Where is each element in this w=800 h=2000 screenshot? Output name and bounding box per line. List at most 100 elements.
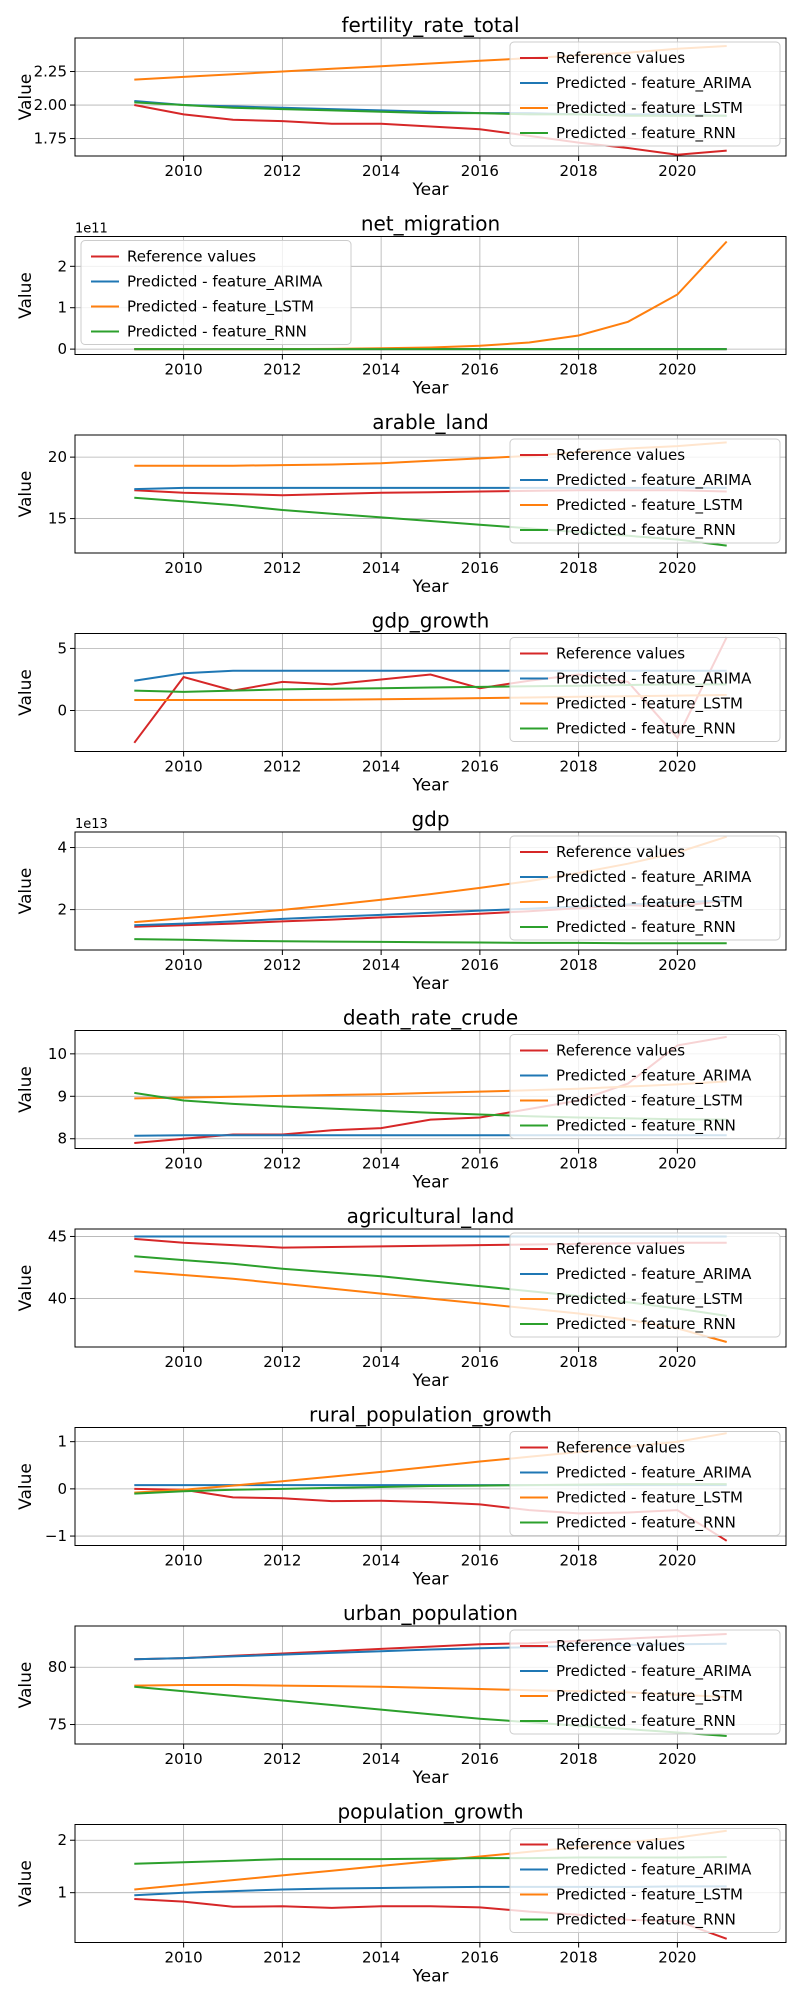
legend: Reference values Predicted - feature_ARIM… bbox=[509, 1828, 781, 1933]
x-axis-label: Year bbox=[412, 1173, 449, 1193]
x-tick-label: 2014 bbox=[362, 1155, 400, 1173]
x-tick-label: 2012 bbox=[263, 1155, 301, 1173]
x-tick-label: 2018 bbox=[560, 361, 598, 379]
y-tick-label: 2 bbox=[57, 901, 67, 919]
axis-offset-label: 1e13 bbox=[75, 817, 108, 832]
plot-frame bbox=[74, 37, 787, 157]
legend-label-arima: Predicted - feature_ARIMA bbox=[556, 1662, 752, 1681]
x-tick-label: 2012 bbox=[263, 162, 301, 180]
x-tick-label: 2020 bbox=[658, 1353, 696, 1371]
x-tick-label: 2020 bbox=[658, 1949, 696, 1967]
x-tick-label: 2018 bbox=[560, 559, 598, 577]
y-tick-label: 45 bbox=[48, 1227, 67, 1245]
x-tick-label: 2010 bbox=[165, 559, 203, 577]
chart-title: agricultural_land bbox=[347, 1204, 515, 1228]
chart-urban-population: 2010 2012 2014 2016 2018 2020 75 80 urban_popula… bbox=[16, 1601, 787, 1788]
x-tick-label: 2016 bbox=[461, 1750, 499, 1768]
x-axis-label: Year bbox=[412, 1768, 449, 1788]
legend-label-arima: Predicted - feature_ARIMA bbox=[556, 1067, 752, 1086]
legend: Reference values Predicted - feature_ARIM… bbox=[80, 240, 352, 345]
legend-box bbox=[509, 1629, 781, 1735]
legend-label-reference: Reference values bbox=[556, 1042, 685, 1060]
x-tick-label: 2010 bbox=[165, 1353, 203, 1371]
y-tick-label: 0 bbox=[57, 340, 67, 358]
chart-gdp: 2010 2012 2014 2016 2018 2020 2 4 1e13 gdp Year Val… bbox=[16, 807, 787, 994]
legend-label-arima: Predicted - feature_ARIMA bbox=[556, 1464, 752, 1483]
x-tick-label: 2014 bbox=[362, 1949, 400, 1967]
legend-label-lstm: Predicted - feature_LSTM bbox=[127, 298, 314, 317]
y-tick-label: 2.25 bbox=[34, 63, 67, 81]
x-tick-label: 2016 bbox=[461, 1552, 499, 1570]
legend-label-arima: Predicted - feature_ARIMA bbox=[127, 273, 323, 292]
x-tick-label: 2016 bbox=[461, 956, 499, 974]
legend-box bbox=[509, 41, 781, 147]
x-axis-label: Year bbox=[412, 379, 449, 399]
legend-label-rnn: Predicted - feature_RNN bbox=[556, 1911, 736, 1930]
legend-box bbox=[509, 1034, 781, 1139]
legend-box bbox=[509, 835, 781, 941]
x-axis-label: Year bbox=[412, 577, 449, 597]
y-tick-label: 1 bbox=[57, 1433, 67, 1451]
x-tick-label: 2012 bbox=[263, 758, 301, 776]
x-axis-label: Year bbox=[412, 180, 449, 200]
y-axis-label: Value bbox=[16, 1662, 36, 1709]
x-tick-label: 2018 bbox=[560, 1155, 598, 1173]
legend-label-reference: Reference values bbox=[556, 49, 685, 67]
legend-label-arima: Predicted - feature_ARIMA bbox=[556, 868, 752, 887]
x-axis-label: Year bbox=[412, 974, 449, 994]
chart-title: death_rate_crude bbox=[343, 1006, 518, 1030]
y-tick-label: 1.75 bbox=[34, 130, 67, 148]
chart-title: gdp bbox=[411, 807, 449, 831]
legend: Reference values Predicted - feature_ARIM… bbox=[509, 438, 781, 544]
x-tick-label: 2012 bbox=[263, 361, 301, 379]
x-tick-label: 2014 bbox=[362, 1552, 400, 1570]
legend-box bbox=[509, 1431, 781, 1536]
legend-label-rnn: Predicted - feature_RNN bbox=[556, 1514, 736, 1533]
x-axis-label: Year bbox=[412, 1570, 449, 1590]
x-tick-label: 2018 bbox=[560, 1552, 598, 1570]
y-tick-label: 5 bbox=[57, 639, 67, 657]
y-tick-label: 15 bbox=[48, 510, 67, 528]
series-line-rnn bbox=[134, 938, 727, 945]
x-tick-label: 2020 bbox=[658, 361, 696, 379]
legend-box bbox=[509, 1828, 781, 1933]
legend: Reference values Predicted - feature_ARIM… bbox=[509, 1629, 781, 1735]
legend-label-arima: Predicted - feature_ARIMA bbox=[556, 1265, 752, 1284]
y-axis-label: Value bbox=[16, 868, 36, 915]
y-tick-label: 9 bbox=[57, 1087, 67, 1105]
y-tick-label: 1 bbox=[57, 299, 67, 317]
legend-label-rnn: Predicted - feature_RNN bbox=[556, 918, 736, 937]
plot-frame bbox=[74, 1228, 787, 1348]
x-tick-label: 2010 bbox=[165, 361, 203, 379]
legend-label-rnn: Predicted - feature_RNN bbox=[556, 1117, 736, 1136]
x-tick-label: 2014 bbox=[362, 1353, 400, 1371]
legend-box bbox=[509, 1232, 781, 1338]
legend-label-arima: Predicted - feature_ARIMA bbox=[556, 670, 752, 689]
legend: Reference values Predicted - feature_ARIM… bbox=[509, 41, 781, 147]
legend: Reference values Predicted - feature_ARIM… bbox=[509, 835, 781, 941]
y-tick-label: 75 bbox=[48, 1716, 67, 1734]
legend-label-reference: Reference values bbox=[556, 1439, 685, 1457]
plot-frame bbox=[74, 1030, 787, 1149]
legend-label-rnn: Predicted - feature_RNN bbox=[556, 1315, 736, 1334]
x-tick-label: 2010 bbox=[165, 162, 203, 180]
x-tick-label: 2010 bbox=[165, 1155, 203, 1173]
x-tick-label: 2020 bbox=[658, 1155, 696, 1173]
series-line-reference bbox=[134, 104, 727, 156]
legend-label-reference: Reference values bbox=[556, 1240, 685, 1258]
y-tick-label: 8 bbox=[57, 1130, 67, 1148]
chart-arable-land: 2010 2012 2014 2016 2018 2020 15 20 arable_land Y… bbox=[16, 410, 787, 597]
legend-label-rnn: Predicted - feature_RNN bbox=[556, 521, 736, 540]
legend: Reference values Predicted - feature_ARIM… bbox=[509, 1034, 781, 1139]
chart-title: rural_population_growth bbox=[309, 1403, 552, 1427]
x-tick-label: 2018 bbox=[560, 1949, 598, 1967]
x-axis-label: Year bbox=[412, 776, 449, 796]
chart-title: urban_population bbox=[343, 1601, 518, 1625]
y-tick-label: 40 bbox=[48, 1290, 67, 1308]
x-tick-label: 2018 bbox=[560, 758, 598, 776]
y-axis-label: Value bbox=[16, 1066, 36, 1113]
y-axis-label: Value bbox=[16, 1463, 36, 1510]
y-tick-label: −1 bbox=[45, 1527, 67, 1545]
legend-label-rnn: Predicted - feature_RNN bbox=[127, 323, 307, 342]
x-tick-label: 2014 bbox=[362, 162, 400, 180]
